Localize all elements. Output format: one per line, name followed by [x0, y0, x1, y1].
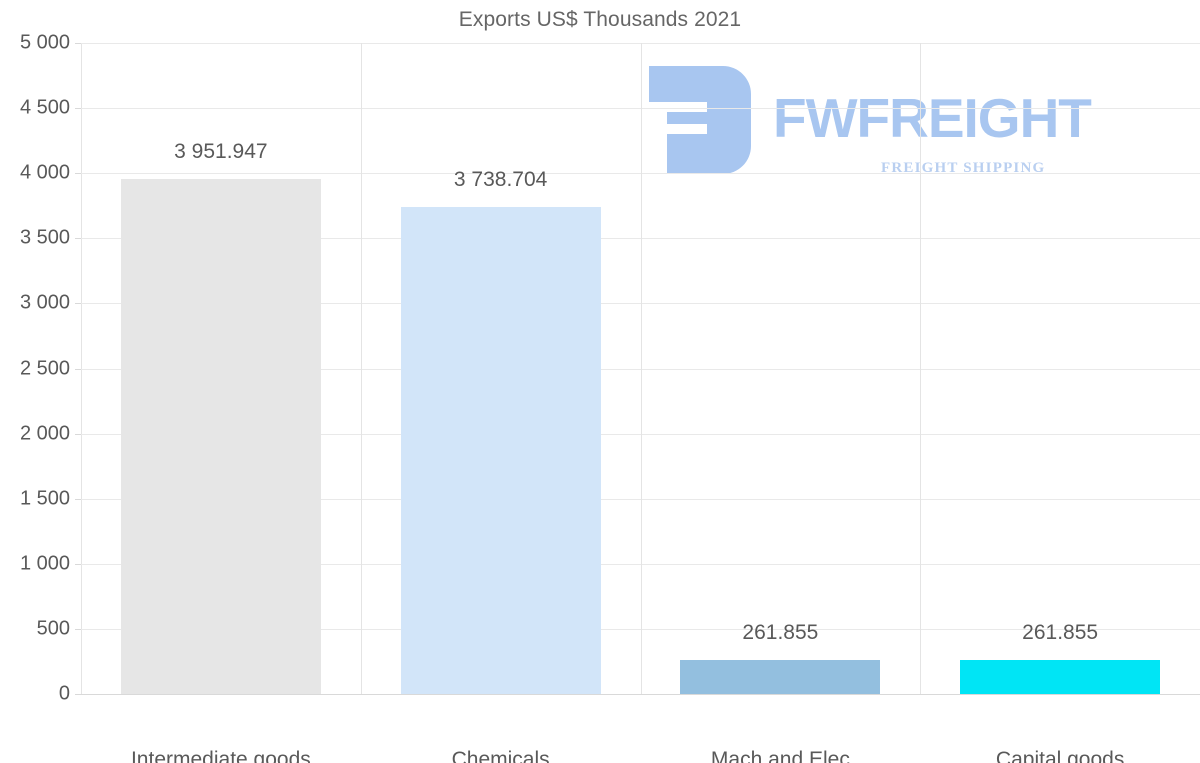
y-axis-tick-label: 2 000: [19, 422, 70, 445]
y-axis-tick-mark: [75, 433, 81, 435]
x-axis-category-label: Capital goods: [995, 748, 1125, 763]
gridline-horizontal: [81, 108, 1200, 110]
bar-value-label: 261.855: [1022, 620, 1099, 644]
chart-title: Exports US$ Thousands 2021: [458, 8, 742, 31]
y-axis-tick-mark: [75, 628, 81, 630]
y-axis-tick-mark: [75, 303, 81, 305]
gridline-horizontal: [81, 563, 1200, 565]
gridline-horizontal: [81, 433, 1200, 435]
y-axis-tick-label: 4 000: [19, 161, 70, 184]
y-axis-tick-mark: [75, 173, 81, 175]
plot-area: 0 500 1 000 1 500 2 000 2 500 3 000 3 500 4 000 4…: [20, 32, 1200, 763]
bar-3[interactable]: [680, 659, 881, 694]
bar-2[interactable]: [400, 207, 601, 694]
y-axis-tick-label: 3 000: [19, 291, 70, 314]
gridline-horizontal: [81, 628, 1200, 630]
y-axis-tick-mark: [75, 238, 81, 240]
bar-value-label: 3 951.947: [174, 140, 268, 164]
gridline-horizontal: [81, 498, 1200, 500]
gridline-vertical: [920, 43, 921, 694]
gridline-horizontal: [81, 173, 1200, 175]
y-axis-tick-mark: [75, 43, 81, 44]
bar-1[interactable]: [120, 179, 321, 694]
y-axis-tick-mark: [75, 498, 81, 500]
gridline-horizontal: [81, 303, 1200, 305]
gridline-horizontal: [81, 238, 1200, 240]
y-axis-tick-label: 5 000: [19, 31, 70, 54]
y-axis-tick-mark: [75, 108, 81, 110]
bar-value-label: 261.855: [742, 620, 819, 644]
bar-value-label: 3 738.704: [453, 168, 548, 192]
bar-4[interactable]: [960, 659, 1161, 694]
x-axis-category-label: Chemicals: [451, 748, 550, 763]
y-axis-tick-label: 500: [36, 617, 70, 640]
y-axis-tick-label: 3 500: [19, 226, 70, 249]
y-axis-tick-mark: [75, 694, 81, 695]
x-axis-category-label: Mach and Elec: [710, 748, 850, 763]
y-axis-tick-label: 1 500: [19, 487, 70, 510]
gridline-horizontal: [81, 43, 1200, 44]
y-axis-tick-mark: [75, 563, 81, 565]
y-axis-tick-label: 4 500: [19, 96, 70, 119]
y-axis-tick-mark: [75, 368, 81, 370]
gridline-vertical: [361, 43, 362, 694]
gridline-horizontal: [81, 694, 1200, 695]
y-axis-tick-label: 2 500: [19, 357, 70, 379]
y-axis-tick-label: 0: [58, 682, 70, 705]
gridline-horizontal: [81, 368, 1200, 370]
x-axis-category-label: Intermediate goods: [130, 748, 311, 763]
gridline-vertical: [641, 43, 642, 694]
y-axis-tick-label: 1 000: [19, 552, 70, 575]
